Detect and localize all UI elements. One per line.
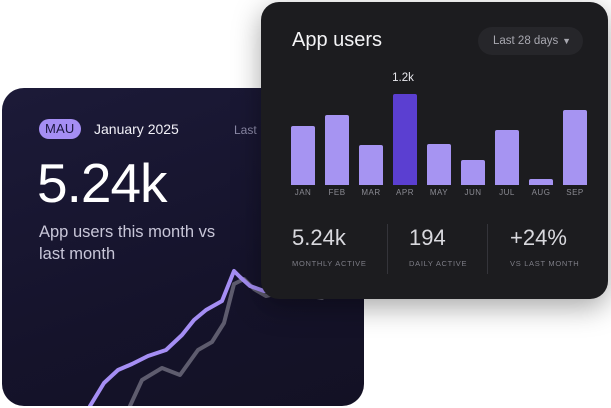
bar-jun[interactable] xyxy=(461,160,485,185)
stat-divider xyxy=(387,224,388,274)
chevron-down-icon: ▼ xyxy=(562,36,571,46)
mau-description: App users this month vs last month xyxy=(39,223,216,263)
stat-vs-last-month: +24% VS LAST MONTH xyxy=(510,225,579,268)
mau-last-label: Last xyxy=(234,123,257,137)
stat-divider xyxy=(487,224,488,274)
sparkline-current-month xyxy=(88,269,304,406)
stat-daily-active-value: 194 xyxy=(409,225,446,250)
month-label-jan: JAN xyxy=(294,188,312,197)
stat-vs-last-month-label: VS LAST MONTH xyxy=(510,259,580,268)
month-label-mar: MAR xyxy=(361,188,381,197)
mau-value: 5.24k xyxy=(37,152,168,214)
month-label-jul: JUL xyxy=(499,188,515,197)
bar-aug[interactable] xyxy=(529,179,553,185)
month-label-feb: FEB xyxy=(328,188,346,197)
month-label-jun: JUN xyxy=(464,188,482,197)
stat-monthly-active: 5.24k MONTHLY ACTIVE xyxy=(292,225,367,268)
bar-mar[interactable] xyxy=(359,145,383,185)
stat-vs-last-month-value: +24% xyxy=(510,225,567,250)
peak-value-label: 1.2k xyxy=(392,72,414,84)
stat-monthly-active-label: MONTHLY ACTIVE xyxy=(292,259,367,268)
bar-apr[interactable] xyxy=(393,94,417,185)
date-range-label: Last 28 days xyxy=(493,35,559,47)
stat-daily-active: 194 DAILY ACTIVE xyxy=(409,225,467,268)
month-label-apr: APR xyxy=(396,188,414,197)
bar-sep[interactable] xyxy=(563,110,587,185)
month-label-sep: SEP xyxy=(566,188,584,197)
date-range-select[interactable]: Last 28 days ▼ xyxy=(478,27,583,55)
month-label-aug: AUG xyxy=(531,188,551,197)
bar-may[interactable] xyxy=(427,144,451,185)
stat-daily-active-label: DAILY ACTIVE xyxy=(409,259,468,268)
month-label-may: MAY xyxy=(429,188,449,197)
bar-jul[interactable] xyxy=(495,130,519,185)
bar-jan[interactable] xyxy=(291,126,315,185)
app-users-bar-chart: JAN FEB MAR APR MAY JUN JUL AUG SEP xyxy=(261,2,608,299)
stat-monthly-active-value: 5.24k xyxy=(292,225,346,250)
mau-badge: MAU xyxy=(39,119,81,139)
app-users-card: App users Last 28 days ▼ 1.2k JAN FEB MAR A… xyxy=(261,2,608,299)
bar-feb[interactable] xyxy=(325,115,349,185)
mau-month-label: January 2025 xyxy=(94,121,179,137)
app-users-title: App users xyxy=(292,29,383,51)
